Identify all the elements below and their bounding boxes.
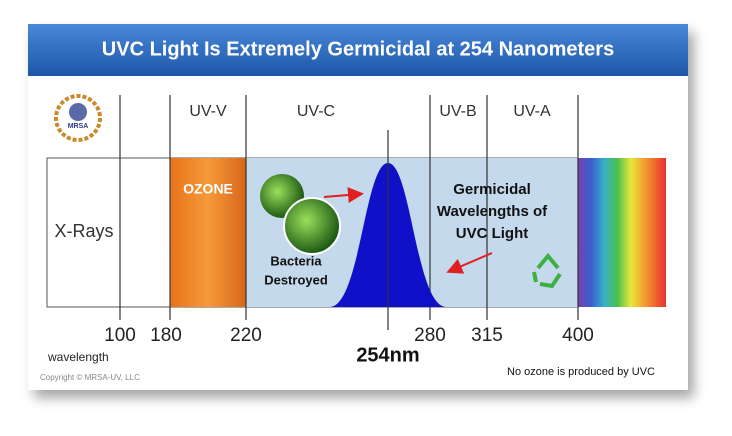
bacteria-icon	[283, 197, 341, 255]
tick-label: 180	[150, 325, 182, 346]
bacteria-line: Bacteria	[270, 253, 322, 268]
footer-note: No ozone is produced by UVC	[507, 366, 655, 378]
tick-label: 400	[562, 325, 594, 346]
logo-label: MRSA	[68, 123, 89, 130]
band-label: UV-B	[439, 103, 476, 120]
tick-label: 220	[230, 325, 262, 346]
band-label: UV-V	[189, 103, 227, 120]
title: UVC Light Is Extremely Germicidal at 254…	[102, 38, 614, 60]
arrow	[323, 187, 364, 203]
axis-label: wavelength	[47, 350, 109, 364]
logo: MRSA	[54, 94, 102, 142]
tick-label: 280	[414, 325, 446, 346]
wavelength-ticks: 100 180 220 280 315 400	[104, 325, 594, 346]
title-bar	[28, 24, 688, 76]
dividers	[119, 95, 579, 320]
ozone-label: OZONE	[183, 181, 233, 197]
bacteria-text: Bacteria Destroyed	[264, 253, 328, 287]
ozone-region	[170, 158, 246, 307]
band-label: UV-A	[513, 103, 551, 120]
germicidal-text: Germicidal Wavelengths of UVC Light	[437, 181, 548, 242]
band-label: UV-C	[297, 103, 335, 120]
bacteria-line: Destroyed	[264, 272, 328, 287]
band-labels: UV-V UV-C UV-B UV-A	[189, 103, 551, 120]
germicidal-line: Wavelengths of	[437, 203, 548, 220]
tick-label: 100	[104, 325, 136, 346]
arrow	[446, 252, 493, 274]
recycle-icon	[532, 252, 562, 289]
visible-spectrum	[578, 158, 666, 307]
germicidal-line: UVC Light	[456, 225, 529, 242]
xrays-label: X-Rays	[54, 221, 113, 241]
peak-label: 254nm	[356, 344, 419, 366]
copyright: Copyright © MRSA-UV, LLC	[40, 373, 140, 382]
germicidal-line: Germicidal	[453, 181, 531, 198]
tick-label: 315	[471, 325, 503, 346]
